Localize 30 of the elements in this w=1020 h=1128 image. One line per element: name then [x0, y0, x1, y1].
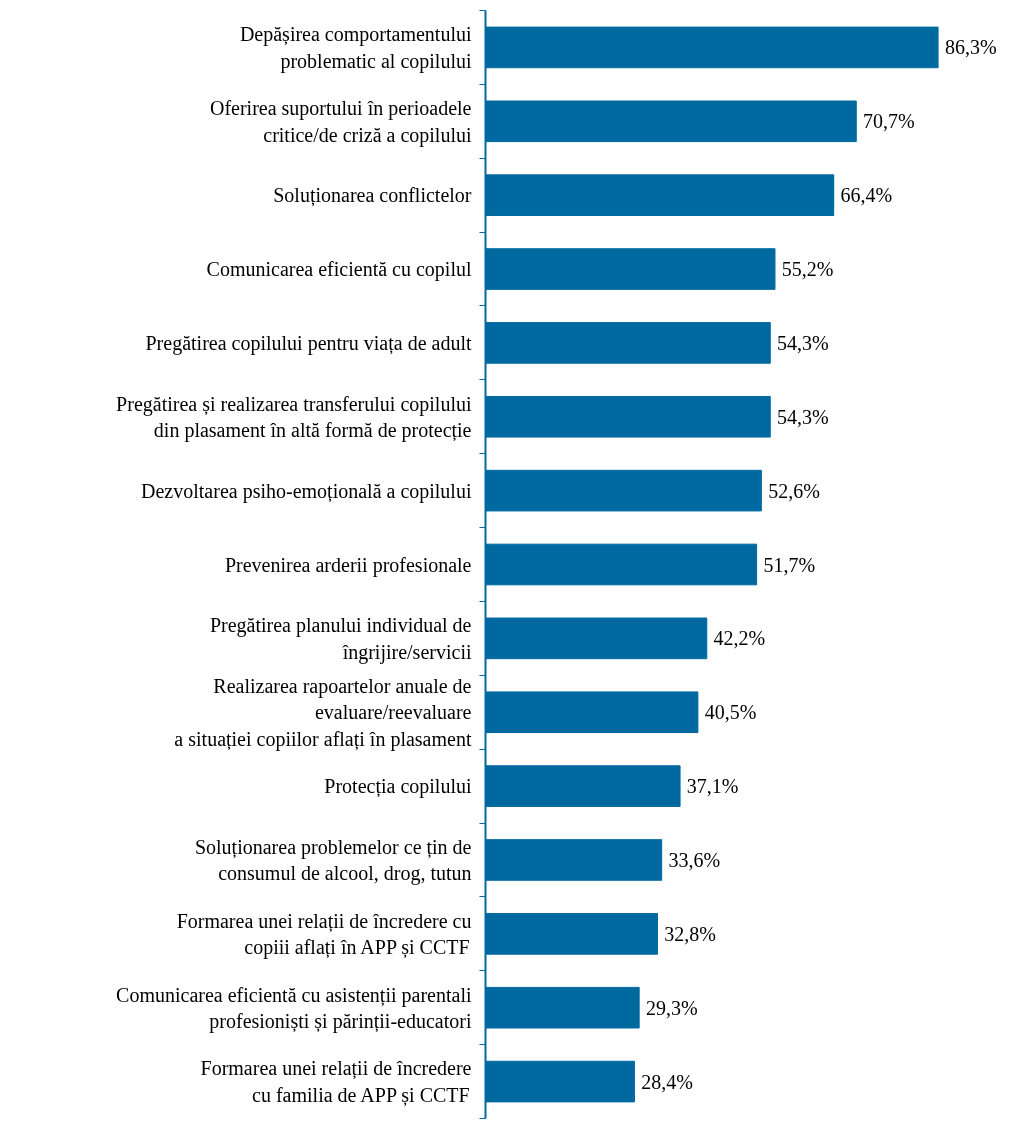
data-label: 66,4%: [840, 184, 893, 207]
y-tick-label: Comunicarea eficientă cu asistenții parentali profesioniști și părinții-educatori: [116, 983, 472, 1033]
y-tick-label: Soluționarea problemelor ce țin de consumul de alcool, drog, tutun: [194, 835, 472, 886]
data-label: 33,6%: [668, 848, 721, 871]
y-tick-label: Dezvoltarea psiho-emoțională a copilului: [141, 479, 472, 503]
data-label: 70,7%: [863, 110, 915, 133]
data-label: 42,2%: [713, 627, 766, 650]
y-tick-label: Pregătirea și realizarea transferului copilului din plasament în altă formă de protecție: [116, 392, 472, 442]
y-tick-label: Comunicarea eficientă cu copilul: [206, 258, 472, 282]
y-tick-label: Pregătirea planului individual de îngrijire/servicii: [209, 614, 472, 664]
y-tick-label: Soluționarea conflictelor: [273, 184, 472, 208]
y-tick-label: Formarea unei relații de încredere cu familia de APP și CCTF: [200, 1057, 472, 1107]
y-tick-label: Prevenirea arderii profesionale: [224, 553, 472, 577]
data-label: 40,5%: [704, 701, 757, 724]
y-tick-label: Realizarea rapoartelor anuale de evaluare/reevaluare a situației copiilor aflați în plasament: [174, 674, 472, 751]
data-label: 55,2%: [781, 258, 834, 281]
data-label: 29,3%: [645, 996, 698, 1019]
data-label: 32,8%: [664, 922, 716, 945]
y-tick-label: Depășirea comportamentului problematic al copilului: [239, 23, 472, 73]
data-label: 28,4%: [641, 1070, 693, 1093]
data-label: 54,3%: [777, 331, 829, 354]
data-label: 86,3%: [944, 36, 997, 59]
y-tick-label: Pregătirea copilului pentru viața de adult: [145, 331, 472, 355]
data-label: 52,6%: [768, 479, 820, 502]
data-label: 37,1%: [686, 775, 739, 798]
data-label: 51,7%: [763, 553, 816, 576]
y-tick-label: Oferirea suportului în perioadele critice/de criză a copilului: [209, 97, 472, 147]
data-label: 54,3%: [777, 405, 829, 428]
y-tick-label: Formarea unei relații de încredere cu copiii aflați în APP și CCTF: [176, 909, 472, 960]
y-tick-label: Protecția copilului: [324, 775, 472, 799]
